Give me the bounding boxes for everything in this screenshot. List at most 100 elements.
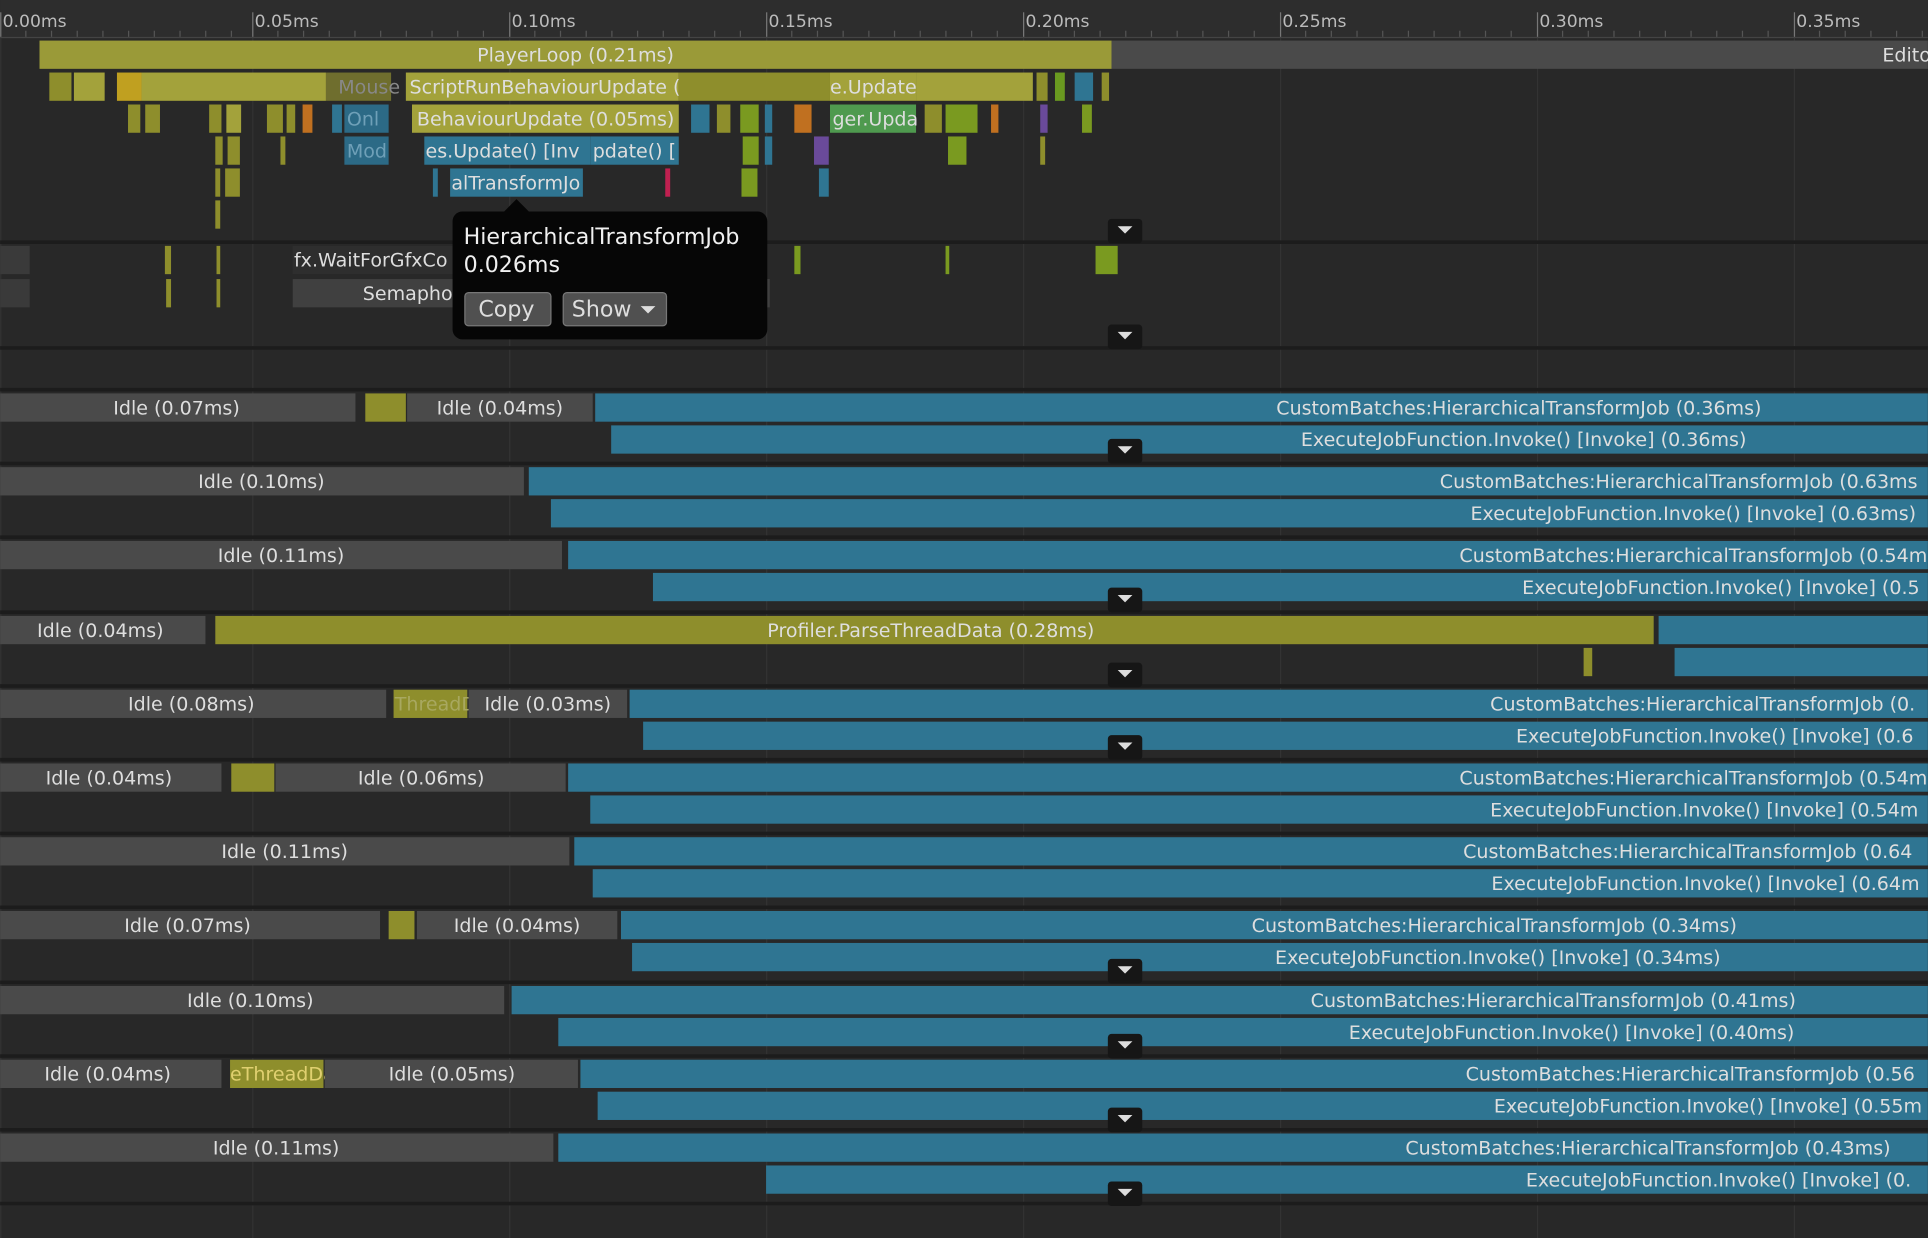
block — [574, 837, 1928, 866]
sample-bar — [716, 104, 731, 133]
block-label: CustomBatches:HierarchicalTransformJob (… — [1405, 1137, 1890, 1159]
block-label: CustomBatches:HierarchicalTransformJob (… — [1459, 767, 1927, 789]
sample-bar — [1095, 245, 1118, 275]
ruler — [0, 0, 1928, 37]
sample-bar — [741, 168, 758, 197]
block — [550, 499, 1928, 528]
sample-bar — [916, 72, 1033, 101]
expand-arrow — [1117, 966, 1133, 974]
block-label: ExecuteJobFunction.Invoke() [Invoke] (0.… — [1491, 873, 1919, 895]
expand-arrow — [1117, 1041, 1133, 1049]
block — [0, 985, 505, 1015]
tooltip-name: HierarchicalTransformJob — [464, 224, 740, 250]
sample-bar — [1036, 72, 1048, 101]
tooltip-pointer — [504, 199, 529, 212]
block — [0, 393, 356, 422]
block — [393, 689, 468, 718]
block — [1111, 40, 1928, 69]
sample-bar — [215, 136, 223, 165]
block-label: ExecuteJobFunction.Invoke() [Invoke] (0.… — [1301, 429, 1747, 451]
tooltip-duration: 0.026ms — [464, 252, 560, 278]
sample-bar — [1583, 647, 1593, 677]
sample-bar — [1082, 104, 1092, 133]
block — [580, 1059, 1928, 1089]
block-label: Edito — [1882, 44, 1928, 66]
sample-bar — [1074, 72, 1094, 101]
block — [558, 1017, 1928, 1047]
block-label: ExecuteJobFunction.Invoke() [Invoke] (0.… — [1275, 947, 1721, 969]
block — [275, 763, 566, 792]
block — [468, 689, 628, 718]
block — [416, 910, 618, 940]
block — [611, 425, 1928, 454]
expand-arrow — [1117, 595, 1133, 603]
block-label: Idle (0.08ms) — [128, 694, 255, 716]
sample-bar — [73, 72, 105, 101]
sample-bar — [0, 279, 30, 308]
block-label: ExecuteJobFunction.Invoke() [Invoke] (0.… — [1490, 799, 1918, 821]
block-label: CustomBatches:HierarchicalTransformJob (… — [1276, 397, 1761, 419]
copy-label: Copy — [478, 296, 534, 322]
sample-bar — [764, 136, 773, 165]
block-label: CustomBatches:HierarchicalTransformJob (… — [1459, 545, 1927, 567]
block — [450, 168, 583, 197]
show-arrow — [640, 306, 656, 314]
block-label: Profiler.ParseThreadData (0.28ms) — [767, 620, 1094, 642]
ruler-label: 0.15ms — [769, 12, 833, 32]
block — [632, 942, 1928, 972]
block-label: Idle (0.10ms) — [187, 990, 314, 1012]
expand-arrow — [1117, 446, 1133, 454]
block-label: ScriptRunBehaviourUpdate ( — [410, 76, 681, 98]
sample-bar — [945, 245, 950, 275]
sample-bar — [678, 72, 830, 101]
block — [0, 1133, 554, 1162]
sample-bar — [164, 245, 172, 275]
block-label: alTransformJo — [451, 172, 580, 194]
sample-bar — [280, 136, 286, 165]
block — [412, 104, 679, 133]
expand-arrow — [1117, 331, 1133, 340]
sample-bar — [128, 104, 141, 133]
block-label: Idle (0.06ms) — [358, 767, 485, 789]
sample-bar — [1674, 647, 1928, 677]
block — [405, 72, 679, 101]
block — [766, 1165, 1928, 1194]
ruler-label: 0.05ms — [255, 12, 319, 32]
block — [568, 763, 1928, 792]
block — [629, 689, 1928, 718]
block — [0, 689, 387, 718]
block — [558, 1133, 1928, 1162]
ruler-label: 0.35ms — [1796, 12, 1860, 32]
sample-bar — [1040, 136, 1046, 165]
block — [597, 1091, 1928, 1120]
block — [652, 572, 1928, 602]
block-label: ExecuteJobFunction.Invoke() [Invoke] (0.… — [1522, 577, 1920, 599]
block-label: ExecuteJobFunction.Invoke() [Invoke] (0. — [1526, 1169, 1911, 1191]
block — [0, 910, 381, 940]
sample-bar — [226, 104, 242, 133]
ruler-label: 0.20ms — [1025, 12, 1089, 32]
sample-bar — [691, 104, 710, 133]
sample-bar — [740, 104, 759, 133]
sample-bar — [227, 136, 240, 165]
show-button[interactable] — [562, 291, 668, 327]
copy-button[interactable] — [464, 291, 552, 327]
block-label: Onl — [347, 108, 379, 130]
block — [568, 540, 1928, 570]
block — [829, 104, 917, 133]
block — [643, 721, 1928, 750]
sample-bar — [365, 393, 406, 422]
sample-bar — [145, 104, 160, 133]
block — [325, 72, 392, 101]
block-label: Idle (0.11ms) — [218, 545, 345, 567]
block-label: Idle (0.10ms) — [198, 471, 325, 493]
ruler-label: 0.10ms — [512, 12, 576, 32]
block-label: PlayerLoop (0.21ms) — [477, 44, 674, 66]
sample-bar — [945, 104, 978, 133]
block-label: ExecuteJobFunction.Invoke() [Invoke] (0.… — [1349, 1022, 1795, 1044]
block-label: eThreadDa — [230, 1064, 335, 1086]
expand-arrow — [1117, 742, 1133, 750]
block — [595, 393, 1928, 422]
block — [230, 1059, 324, 1089]
block-label: ThreadD — [394, 694, 476, 716]
